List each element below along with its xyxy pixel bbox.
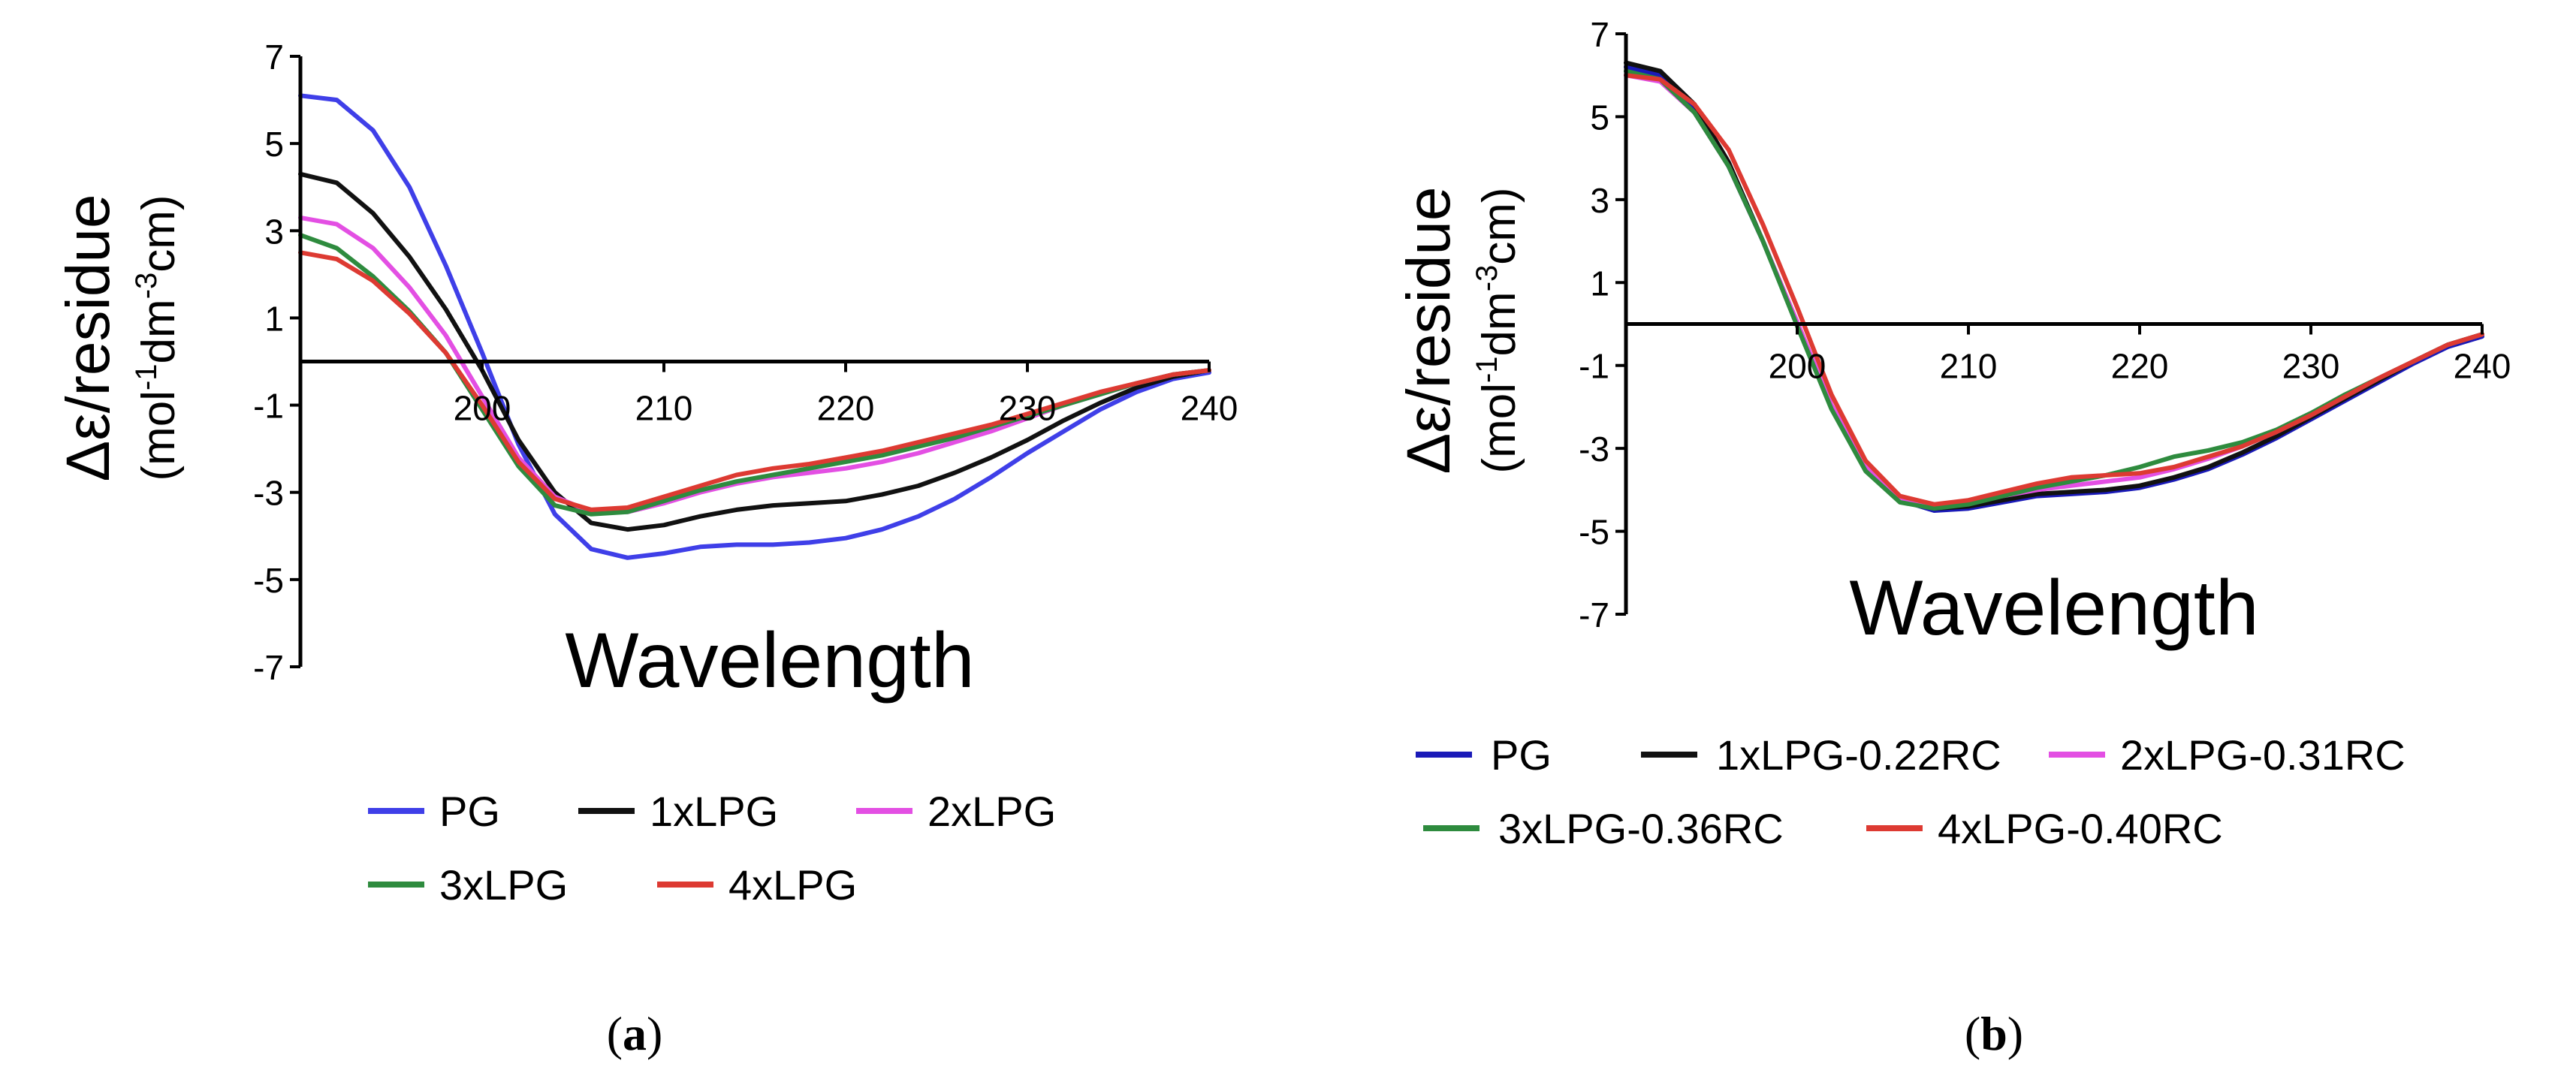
x-tick-label: 200: [1769, 347, 1826, 386]
series-line-pg: [1624, 65, 2484, 513]
legend-label-4xlpg-040rc: 4xLPG-0.40RC: [1938, 805, 2223, 852]
y-tick-label: 1: [264, 299, 284, 338]
series-line-2xlpg: [298, 215, 1211, 514]
panel-label-paren: ): [647, 1007, 662, 1060]
y-unit-part: (mol: [1474, 383, 1525, 474]
y-tick-label: -7: [1579, 595, 1609, 634]
y-axis-unit-b: (mol-1dm-3cm): [1470, 187, 1525, 473]
series-line-4xlpg-0-40rc: [1624, 73, 2484, 507]
series-line-1xlpg-0-22rc: [1624, 60, 2484, 511]
panel-label-paren: ): [2007, 1007, 2023, 1060]
x-axis-title-a: Wavelength: [565, 617, 974, 704]
y-unit-part: -1: [1470, 356, 1504, 383]
legend-label-pg: PG: [1491, 731, 1552, 779]
x-tick-label: 220: [2111, 347, 2169, 386]
legend-label-3xlpg: 3xLPG: [439, 861, 568, 909]
y-tick-label: -5: [1579, 513, 1609, 552]
y-axis-title-main-a: Δε/residue: [54, 194, 122, 481]
axes-b: 7 5 3 1 -1 -3 -5 -7 200 210 220 230 240: [1579, 15, 2511, 634]
y-unit-part: (mol: [133, 390, 185, 481]
legend-a: PG 1xLPG 2xLPG 3xLPG 4xLPG: [368, 788, 1056, 909]
legend-label-3xlpg-036rc: 3xLPG-0.36RC: [1498, 805, 1784, 852]
y-unit-part: dm: [1474, 291, 1525, 356]
x-tick-label: 230: [2282, 347, 2340, 386]
y-unit-part: cm): [1474, 187, 1525, 264]
y-tick-label: 5: [1590, 98, 1609, 137]
legend-label-4xlpg: 4xLPG: [728, 861, 857, 909]
y-tick-label: -5: [253, 561, 284, 600]
y-unit-part: -1: [130, 363, 163, 390]
series-line-2xlpg-0-31rc: [1624, 73, 2484, 509]
axes-a: 7 5 3 1 -1 -3 -5 -7 200 210 220 230 240: [253, 38, 1238, 687]
chart-panel-b: Δε/residue (mol-1dm-3cm) Wavelength 7531…: [1395, 15, 2511, 1060]
y-unit-part: -3: [130, 273, 163, 300]
x-tick-label: 230: [999, 389, 1057, 428]
y-tick-label: 3: [264, 212, 284, 251]
legend-label-1xlpg-022rc: 1xLPG-0.22RC: [1716, 731, 2001, 779]
panel-label-paren: (: [1965, 1007, 1980, 1060]
series-line-1xlpg: [298, 171, 1211, 532]
series-group-a: [298, 93, 1211, 560]
y-tick-label: 5: [264, 125, 284, 164]
y-axis-title-b: Δε/residue (mol-1dm-3cm): [1395, 186, 1525, 474]
y-unit-part: dm: [133, 299, 185, 363]
x-tick-label: 220: [817, 389, 875, 428]
y-tick-label: -3: [1579, 429, 1609, 469]
panel-label-paren: (: [607, 1007, 623, 1060]
y-tick-label: -1: [1579, 347, 1609, 386]
x-tick-label: 200: [454, 389, 511, 428]
series-line-3xlpg-0-36rc: [1624, 68, 2484, 511]
x-tick-label: 210: [635, 389, 693, 428]
legend-label-2xlpg: 2xLPG: [928, 788, 1056, 835]
y-axis-title-a: Δε/residue (mol-1dm-3cm): [54, 194, 185, 481]
y-tick-label: 7: [264, 38, 284, 77]
legend-label-pg: PG: [439, 788, 500, 835]
y-tick-label: -1: [253, 387, 284, 426]
legend-label-2xlpg-031rc: 2xLPG-0.31RC: [2120, 731, 2406, 779]
y-unit-part: cm): [133, 194, 185, 272]
y-tick-label: -7: [253, 648, 284, 687]
y-tick-label: -3: [253, 474, 284, 513]
legend-label-1xlpg: 1xLPG: [650, 788, 778, 835]
y-unit-part: -3: [1470, 265, 1504, 292]
legend-b: PG 1xLPG-0.22RC 2xLPG-0.31RC 3xLPG-0.36R…: [1416, 731, 2406, 852]
series-group-b: [1624, 60, 2484, 513]
panel-label-a: (a): [607, 1007, 663, 1060]
panel-label-b: (b): [1965, 1007, 2023, 1060]
chart-panel-a: Δε/residue (mol-1dm-3cm) Wavelength 7531…: [54, 38, 1238, 1060]
x-tick-label: 210: [1940, 347, 1998, 386]
series-line-4xlpg: [298, 250, 1211, 512]
y-tick-label: 1: [1590, 264, 1609, 303]
panel-label-letter: a: [623, 1007, 647, 1060]
x-axis-title-b: Wavelength: [1849, 565, 2258, 652]
series-line-pg: [298, 93, 1211, 560]
y-axis-unit-a: (mol-1dm-3cm): [130, 194, 185, 481]
x-tick-label: 240: [2454, 347, 2511, 386]
panel-label-letter: b: [1980, 1007, 2007, 1060]
y-tick-label: 3: [1590, 181, 1609, 220]
y-axis-title-main-b: Δε/residue: [1395, 186, 1463, 474]
x-tick-label: 240: [1181, 389, 1238, 428]
y-tick-label: 7: [1590, 15, 1609, 54]
